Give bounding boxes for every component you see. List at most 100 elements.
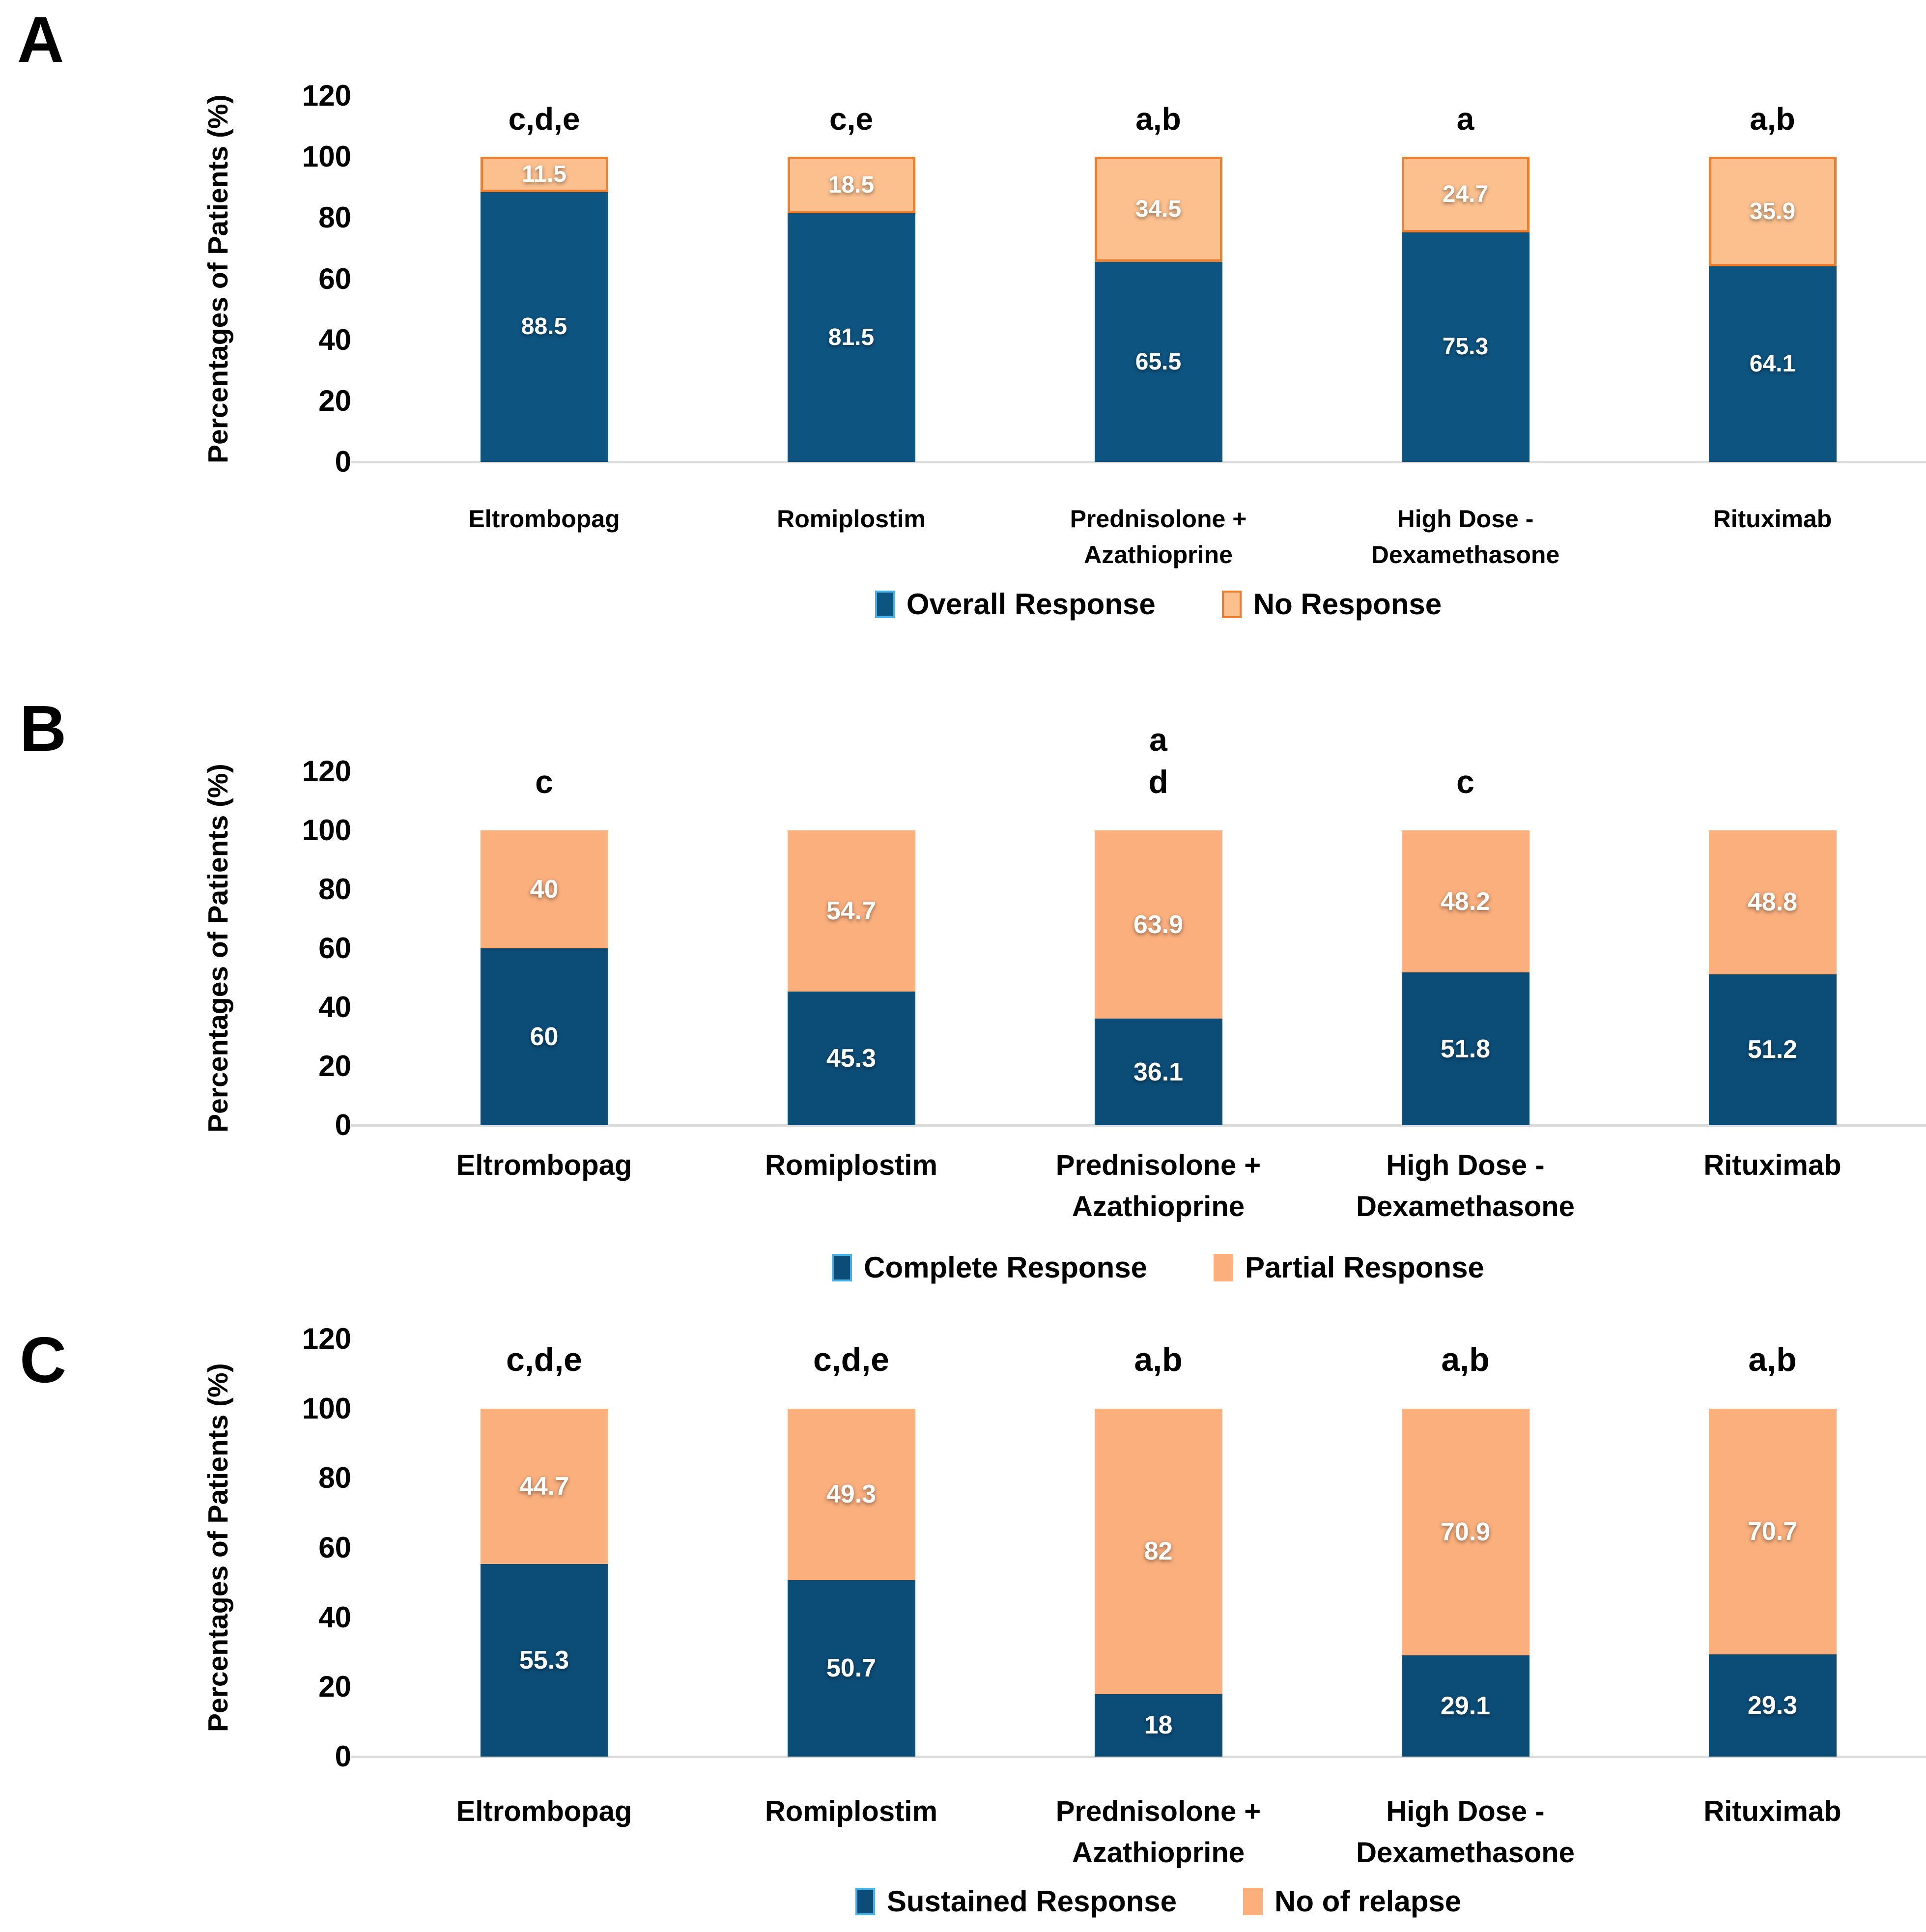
category-label-line: Romiplostim <box>777 505 926 533</box>
category-label: Eltrombopag <box>391 1145 698 1186</box>
bar-value-label: 29.1 <box>1440 1691 1491 1720</box>
bar-segment-sustained-response: 50.7 <box>787 1580 915 1757</box>
bar-segment-partial-response: 48.2 <box>1401 830 1529 973</box>
legend-swatch-blue <box>832 1253 852 1281</box>
bar-value-label: 63.9 <box>1133 910 1184 939</box>
bar-value-label: 51.2 <box>1747 1035 1798 1064</box>
bar-value-label: 11.5 <box>522 161 566 187</box>
bar-value-label: 81.5 <box>828 324 875 351</box>
legend-label: Partial Response <box>1245 1251 1484 1284</box>
legend-swatch-orange <box>1243 1887 1263 1915</box>
panel-a: A Percentages of Patients (%) 120 100 80 60… <box>0 0 1926 685</box>
bar-value-label: 50.7 <box>826 1654 877 1683</box>
x-axis-baseline <box>351 1756 1926 1758</box>
bar-slot: 65.5 34.5 a,b <box>1005 96 1312 462</box>
bar-value-label: 36.1 <box>1133 1057 1184 1086</box>
bar-value-label: 54.7 <box>826 897 877 926</box>
bar-value-label: 29.3 <box>1747 1691 1798 1720</box>
stacked-bar: 50.7 49.3 <box>787 1339 915 1757</box>
legend-item: Sustained Response <box>855 1884 1177 1918</box>
category-label: Rituximab <box>1619 1791 1926 1832</box>
bar-segment-complete-response: 51.2 <box>1708 974 1837 1125</box>
significance-line: a,b <box>1441 1341 1490 1379</box>
category-label-line: Rituximab <box>1703 1795 1841 1827</box>
category-label: Romiplostim <box>698 501 1005 537</box>
y-axis-tick-label: 80 <box>318 873 351 906</box>
legend-swatch-blue <box>855 1887 875 1915</box>
category-label-line: Rituximab <box>1703 1149 1841 1181</box>
bar-segment-sustained-response: 18 <box>1094 1694 1222 1757</box>
y-axis-tick-label: 100 <box>302 140 351 173</box>
legend-item: No Response <box>1221 587 1442 621</box>
y-axis-tick-label: 40 <box>318 1600 351 1634</box>
y-axis-ticks: 120 100 80 60 40 20 0 <box>0 1324 351 1771</box>
y-axis-tick-label: 20 <box>318 384 351 417</box>
significance-label: c,d,e <box>391 1338 698 1381</box>
category-label: Prednisolone + Azathioprine <box>1005 501 1312 572</box>
stacked-bar: 29.3 70.7 <box>1708 1339 1837 1757</box>
y-axis-ticks: 120 100 80 60 40 20 0 <box>0 81 351 477</box>
bar-segment-no-response: 11.5 <box>480 157 608 192</box>
bar-segment-complete-response: 45.3 <box>787 992 915 1125</box>
category-label-line: Azathioprine <box>1072 1837 1245 1869</box>
category-label: Eltrombopag <box>391 501 698 537</box>
bar-slot: 51.8 48.2 c <box>1312 764 1619 1125</box>
y-axis-tick-label: 60 <box>318 262 351 295</box>
bar-slot: 29.1 70.9 a,b <box>1312 1339 1619 1757</box>
panel-letter-c: C <box>20 1324 68 1396</box>
bar-segment-overall-response: 64.1 <box>1708 266 1837 462</box>
category-label-line: Prednisolone + <box>1070 505 1247 533</box>
category-label-line: Dexamethasone <box>1356 1837 1575 1869</box>
bar-value-label: 60 <box>530 1023 559 1051</box>
bar-segment-no-of-relapse: 70.7 <box>1708 1408 1837 1655</box>
legend-label: No Response <box>1253 588 1442 621</box>
bar-value-label: 35.9 <box>1749 198 1796 225</box>
bar-segment-partial-response: 63.9 <box>1094 830 1222 1019</box>
category-label-line: High Dose - <box>1386 1149 1545 1181</box>
y-axis-tick-label: 40 <box>318 991 351 1023</box>
y-axis-ticks: 120 100 80 60 40 20 0 <box>0 757 351 1140</box>
panel-letter-b: B <box>20 692 68 765</box>
bar-slot: 64.1 35.9 a,b <box>1619 96 1926 462</box>
legend-label: Complete Response <box>864 1251 1147 1284</box>
significance-label: a,b <box>1312 1338 1619 1381</box>
bar-segment-no-of-relapse: 44.7 <box>480 1408 608 1564</box>
significance-label: c <box>1312 761 1619 803</box>
bar-segment-overall-response: 81.5 <box>787 213 915 462</box>
stacked-bar: 65.5 34.5 <box>1094 96 1222 462</box>
legend-label: Overall Response <box>906 588 1156 621</box>
significance-label: a <box>1312 99 1619 140</box>
bar-value-label: 18 <box>1144 1711 1173 1740</box>
bar-segment-no-of-relapse: 49.3 <box>787 1408 915 1580</box>
significance-line: a,b <box>1135 101 1181 137</box>
y-axis-tick-label: 20 <box>318 1050 351 1082</box>
significance-label: a,b <box>1619 99 1926 140</box>
bar-slot: 75.3 24.7 a <box>1312 96 1619 462</box>
bar-slot: 45.3 54.7 <box>698 771 1005 1125</box>
y-axis-tick-label: 100 <box>302 814 351 847</box>
bar-slot: 50.7 49.3 c,d,e <box>698 1339 1005 1757</box>
bar-value-label: 48.8 <box>1747 888 1798 917</box>
panel-letter-a: A <box>17 3 65 76</box>
significance-line: c <box>535 764 553 800</box>
bar-segment-partial-response: 40 <box>480 830 608 948</box>
bar-value-label: 40 <box>530 875 559 904</box>
y-axis-tick-label: 20 <box>318 1670 351 1704</box>
bar-segment-complete-response: 51.8 <box>1401 972 1529 1125</box>
stacked-bar: 81.5 18.5 <box>787 96 915 462</box>
y-axis-tick-label: 120 <box>302 1322 351 1355</box>
y-axis-tick-label: 100 <box>302 1392 351 1425</box>
category-label-line: High Dose - <box>1397 505 1534 533</box>
bar-value-label: 75.3 <box>1442 334 1489 360</box>
stacked-bar: 60 40 <box>480 771 608 1125</box>
category-label-line: High Dose - <box>1386 1795 1545 1827</box>
x-axis-baseline <box>351 461 1926 463</box>
stacked-bar: 55.3 44.7 <box>480 1339 608 1757</box>
legend-item: Overall Response <box>875 587 1156 621</box>
bar-segment-no-of-relapse: 82 <box>1094 1408 1222 1694</box>
stacked-bar: 18 82 <box>1094 1339 1222 1757</box>
legend-swatch-blue <box>875 590 895 618</box>
bar-value-label: 48.2 <box>1440 887 1491 916</box>
stacked-bar: 64.1 35.9 <box>1708 96 1837 462</box>
